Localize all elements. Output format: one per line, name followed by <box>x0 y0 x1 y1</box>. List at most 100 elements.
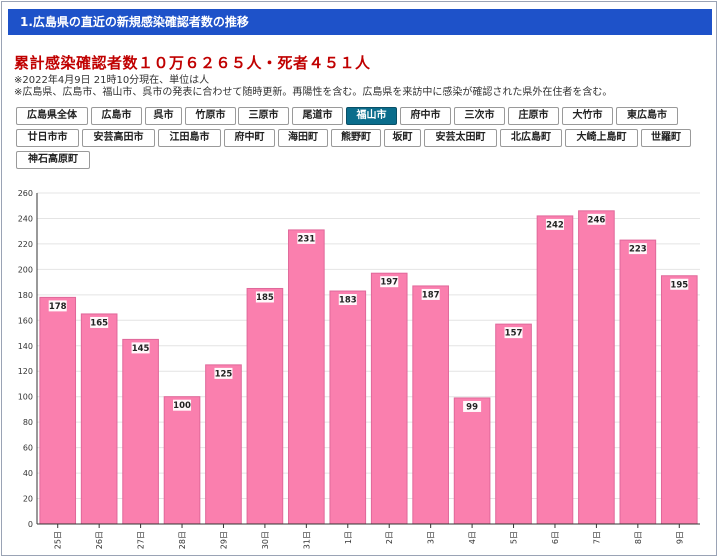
data-label: 178 <box>49 302 67 312</box>
source-note: ※広島県、広島市、福山市、呉市の発表に合わせて随時更新。再陽性を含む。広島県を来… <box>14 87 613 98</box>
data-label-bg <box>214 367 233 379</box>
update-note: ※2022年4月9日 21時10分現在、単位は人 <box>14 75 210 86</box>
bar <box>578 210 615 525</box>
x-tick-label: 26日 <box>95 531 104 549</box>
data-label-bg <box>421 288 440 300</box>
data-label-bg <box>504 327 523 339</box>
x-tick-label: 25日 <box>54 531 63 549</box>
bar <box>619 239 657 525</box>
region-button-6[interactable]: 福山市 <box>346 107 397 125</box>
bar <box>205 364 242 525</box>
data-label-bg <box>628 243 647 255</box>
data-label: 197 <box>380 278 398 288</box>
x-tick-label: 28日 <box>178 531 187 549</box>
region-button-13[interactable]: 安芸高田市 <box>82 129 155 147</box>
region-button-9[interactable]: 庄原市 <box>508 107 559 125</box>
region-button-18[interactable]: 坂町 <box>384 129 421 147</box>
bar <box>536 215 574 525</box>
data-label: 187 <box>422 290 440 300</box>
data-label: 100 <box>173 401 191 411</box>
data-label: 223 <box>629 245 647 255</box>
data-label: 185 <box>256 293 274 303</box>
y-tick-label: 20 <box>23 495 33 504</box>
x-tick-label: 9日 <box>675 531 684 544</box>
bar <box>370 272 408 525</box>
data-label-bg <box>255 291 274 303</box>
region-button-11[interactable]: 東広島市 <box>616 107 678 125</box>
y-tick-label: 220 <box>18 240 33 249</box>
x-tick-label: 6日 <box>551 531 560 544</box>
bar <box>80 313 118 525</box>
y-tick-label: 200 <box>18 265 33 274</box>
region-button-4[interactable]: 三原市 <box>238 107 289 125</box>
data-label-bg <box>90 316 109 328</box>
data-label: 125 <box>215 369 233 379</box>
region-button-15[interactable]: 府中町 <box>224 129 275 147</box>
cumulative-total: 累計感染確認者数１０万６２６５人・死者４５１人 <box>14 54 371 72</box>
x-tick-label: 27日 <box>137 531 146 549</box>
data-label-bg <box>131 342 150 354</box>
region-button-8[interactable]: 三次市 <box>454 107 505 125</box>
region-button-14[interactable]: 江田島市 <box>158 129 221 147</box>
data-label: 165 <box>90 318 108 328</box>
section-header: 1.広島県の直近の新規感染確認者数の推移 <box>8 9 712 35</box>
y-tick-label: 160 <box>18 316 33 325</box>
x-tick-label: 1日 <box>344 531 353 544</box>
region-button-0[interactable]: 広島県全体 <box>16 107 88 125</box>
data-label-bg <box>545 218 564 230</box>
data-label: 145 <box>132 344 150 354</box>
y-tick-label: 240 <box>18 214 33 223</box>
data-label-bg <box>463 400 482 412</box>
y-tick-label: 80 <box>23 418 33 427</box>
data-label: 231 <box>297 234 315 244</box>
data-label: 99 <box>466 402 478 412</box>
x-tick-label: 31日 <box>302 531 311 549</box>
x-tick-label: 8日 <box>634 531 643 544</box>
region-button-17[interactable]: 熊野町 <box>331 129 381 147</box>
region-button-22[interactable]: 世羅町 <box>641 129 691 147</box>
data-label: 157 <box>505 329 523 339</box>
data-label-bg <box>173 399 192 411</box>
data-label-bg <box>670 278 689 290</box>
bar <box>329 290 367 525</box>
region-button-16[interactable]: 海田町 <box>278 129 328 147</box>
data-label: 242 <box>546 220 564 230</box>
x-tick-label: 4日 <box>468 531 477 544</box>
x-tick-label: 29日 <box>219 531 228 549</box>
region-button-3[interactable]: 竹原市 <box>185 107 236 125</box>
region-button-5[interactable]: 尾道市 <box>292 107 343 125</box>
data-label-bg <box>338 294 357 306</box>
region-button-19[interactable]: 安芸太田町 <box>424 129 497 147</box>
x-tick-label: 7日 <box>592 531 601 544</box>
data-label-bg <box>380 276 399 288</box>
y-tick-label: 140 <box>18 342 33 351</box>
region-button-21[interactable]: 大崎上島町 <box>565 129 638 147</box>
bar <box>495 323 532 525</box>
data-label: 246 <box>588 215 606 225</box>
bar <box>288 229 325 525</box>
region-button-1[interactable]: 広島市 <box>91 107 142 125</box>
region-button-7[interactable]: 府中市 <box>400 107 451 125</box>
region-button-12[interactable]: 廿日市市 <box>16 129 79 147</box>
region-button-20[interactable]: 北広島町 <box>500 129 562 147</box>
data-label-bg <box>297 232 316 244</box>
x-tick-label: 3日 <box>427 531 436 544</box>
bar <box>122 338 159 525</box>
y-tick-label: 60 <box>23 444 33 453</box>
bar <box>412 285 449 525</box>
y-tick-label: 100 <box>18 393 33 402</box>
region-button-23[interactable]: 神石高原町 <box>16 151 90 169</box>
data-label: 183 <box>339 296 357 306</box>
data-label-bg <box>587 213 606 225</box>
bar <box>453 397 491 525</box>
y-tick-label: 40 <box>23 469 33 478</box>
data-label: 195 <box>670 280 688 290</box>
region-button-10[interactable]: 大竹市 <box>562 107 613 125</box>
region-button-2[interactable]: 呉市 <box>145 107 182 125</box>
data-label-bg <box>48 300 67 312</box>
y-tick-label: 120 <box>18 367 33 376</box>
bar <box>39 296 77 525</box>
x-tick-label: 2日 <box>385 531 394 544</box>
